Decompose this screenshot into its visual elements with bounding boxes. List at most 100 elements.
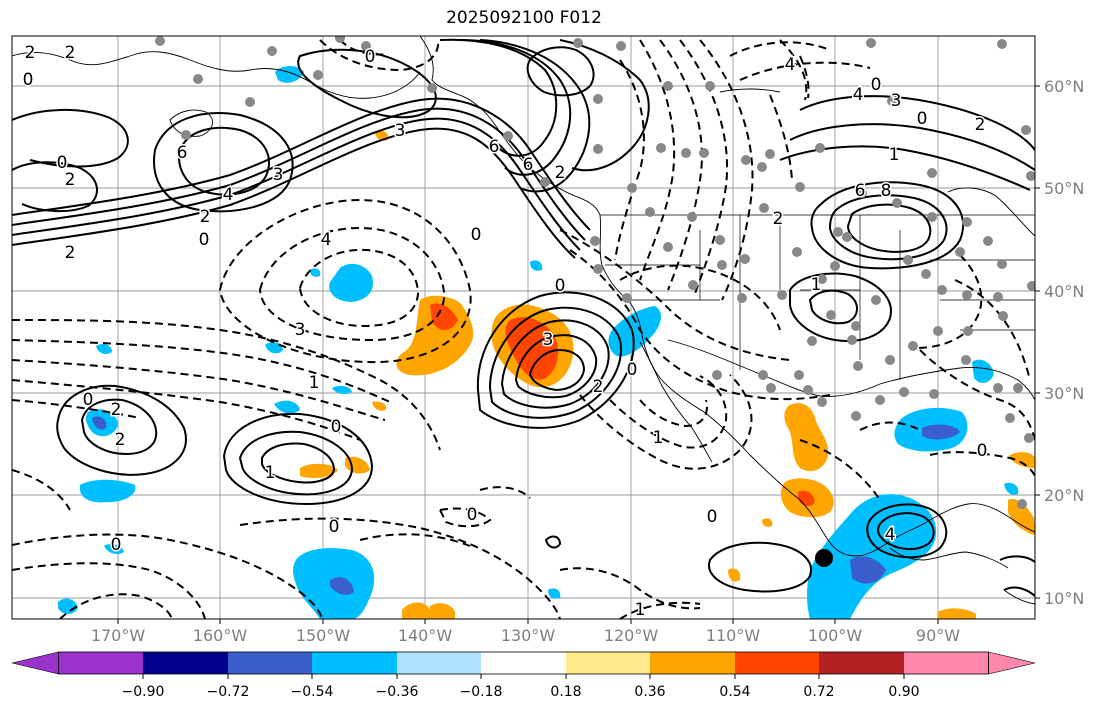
contour-label: 2 xyxy=(115,430,126,450)
contour-label: 2 xyxy=(25,43,36,63)
fill-neg-19 xyxy=(530,260,543,271)
contour-label: 3 xyxy=(891,91,902,111)
map-frame xyxy=(11,35,1036,620)
contour-label: 0 xyxy=(917,109,928,129)
lon-label-90: 90°W xyxy=(915,626,961,645)
lat-label-40: 40°N xyxy=(1044,282,1085,301)
contour-label: 6 xyxy=(177,143,188,163)
solid-contours xyxy=(12,38,1035,597)
fill-neg-5 xyxy=(92,416,107,430)
coastlines xyxy=(12,36,1035,605)
colorbar-segment xyxy=(228,652,312,674)
contour-label: 4 xyxy=(223,185,234,205)
colorbar-tick: −0.72 xyxy=(206,684,250,700)
fill-pos-17 xyxy=(938,608,976,619)
fill-neg-16 xyxy=(96,344,112,354)
fill-neg-15 xyxy=(274,400,300,414)
lon-label-140: 140°W xyxy=(397,626,453,645)
contour-label: 1 xyxy=(635,600,646,620)
fill-neg-9 xyxy=(850,556,886,584)
colorbar-segment xyxy=(566,652,650,674)
lat-ticks xyxy=(1035,85,1040,599)
contour-label: 3 xyxy=(395,121,406,141)
colorbar-segment xyxy=(481,652,566,674)
fill-neg-12 xyxy=(972,359,994,383)
colorbar-tick: −0.54 xyxy=(290,684,334,700)
contour-label: 0 xyxy=(23,70,34,90)
lat-label-60: 60°N xyxy=(1044,77,1085,96)
lat-label-30: 30°N xyxy=(1044,384,1085,403)
colorbar-segment xyxy=(819,652,904,674)
lon-label-170: 170°W xyxy=(90,626,146,645)
contour-label: 3 xyxy=(543,330,554,350)
fill-neg-20 xyxy=(104,544,124,554)
fill-pos-18 xyxy=(762,518,773,527)
shading-fills xyxy=(58,66,1035,619)
contour-label: 2 xyxy=(65,243,76,263)
lon-ticks xyxy=(117,619,939,624)
colorbar-segment xyxy=(397,652,481,674)
fill-pos-15 xyxy=(372,401,387,411)
contour-label: 2 xyxy=(555,163,566,183)
colorbar-outline xyxy=(58,651,989,675)
contour-label: 8 xyxy=(881,181,892,201)
fill-neg-18 xyxy=(332,385,352,395)
contour-label: 4 xyxy=(321,230,332,250)
contour-label: 2 xyxy=(773,209,784,229)
fill-pos-8 xyxy=(300,463,338,478)
contour-label: 2 xyxy=(593,377,604,397)
colorbar-segment xyxy=(650,652,735,674)
lon-label-160: 160°W xyxy=(192,626,248,645)
contour-label: 4 xyxy=(785,55,796,75)
location-marker xyxy=(815,549,833,567)
contour-label: 2 xyxy=(975,115,986,135)
contour-label: 1 xyxy=(811,275,822,295)
contour-label: 4 xyxy=(853,85,864,105)
contour-label: 6 xyxy=(489,137,500,157)
stations xyxy=(155,36,1035,509)
lon-label-100: 100°W xyxy=(807,626,863,645)
colorbar-segment xyxy=(58,652,143,674)
lat-label-10: 10°N xyxy=(1044,589,1085,608)
contour-label: 2 xyxy=(200,207,211,227)
lon-label-120: 120°W xyxy=(603,626,659,645)
lon-label-110: 110°W xyxy=(705,626,761,645)
contour-label: 0 xyxy=(329,517,340,537)
fill-neg-11 xyxy=(922,424,960,440)
contour-label: 1 xyxy=(309,373,320,393)
colorbar-tick: −0.36 xyxy=(375,684,419,700)
fill-neg-21 xyxy=(548,588,561,599)
fill-neg-23 xyxy=(1004,482,1019,495)
fill-neg-1 xyxy=(329,263,374,302)
fill-neg-22 xyxy=(310,268,321,277)
contour-label: 0 xyxy=(111,535,122,555)
contour-label: 0 xyxy=(331,417,342,437)
fill-pos-13 xyxy=(430,603,455,619)
contour-label: 0 xyxy=(627,360,638,380)
colorbar-tick: −0.18 xyxy=(459,684,503,700)
contour-label: 0 xyxy=(555,276,566,296)
fill-pos-10 xyxy=(1008,498,1035,535)
fill-pos-14 xyxy=(728,568,741,582)
colorbar-tick: 0.72 xyxy=(803,684,835,700)
fill-neg-17 xyxy=(58,598,78,614)
contour-label: 0 xyxy=(977,441,988,461)
dashed-contours xyxy=(12,39,1035,619)
contour-label: 0 xyxy=(83,390,94,410)
contour-label: 0 xyxy=(365,47,376,67)
fill-pos-2 xyxy=(430,303,458,331)
contour-label: 0 xyxy=(199,230,210,250)
contour-label: 6 xyxy=(855,181,866,201)
lon-label-150: 150°W xyxy=(295,626,351,645)
fill-neg-7 xyxy=(330,577,354,595)
contour-label: 2 xyxy=(65,170,76,190)
colorbar-segment xyxy=(735,652,819,674)
contour-label: 4 xyxy=(885,525,896,545)
colorbar-segment xyxy=(904,652,989,674)
contour-label: 2 xyxy=(111,400,122,420)
contour-label: 1 xyxy=(265,463,276,483)
colorbar-tick: −0.90 xyxy=(121,684,165,700)
contour-label: 3 xyxy=(273,165,284,185)
